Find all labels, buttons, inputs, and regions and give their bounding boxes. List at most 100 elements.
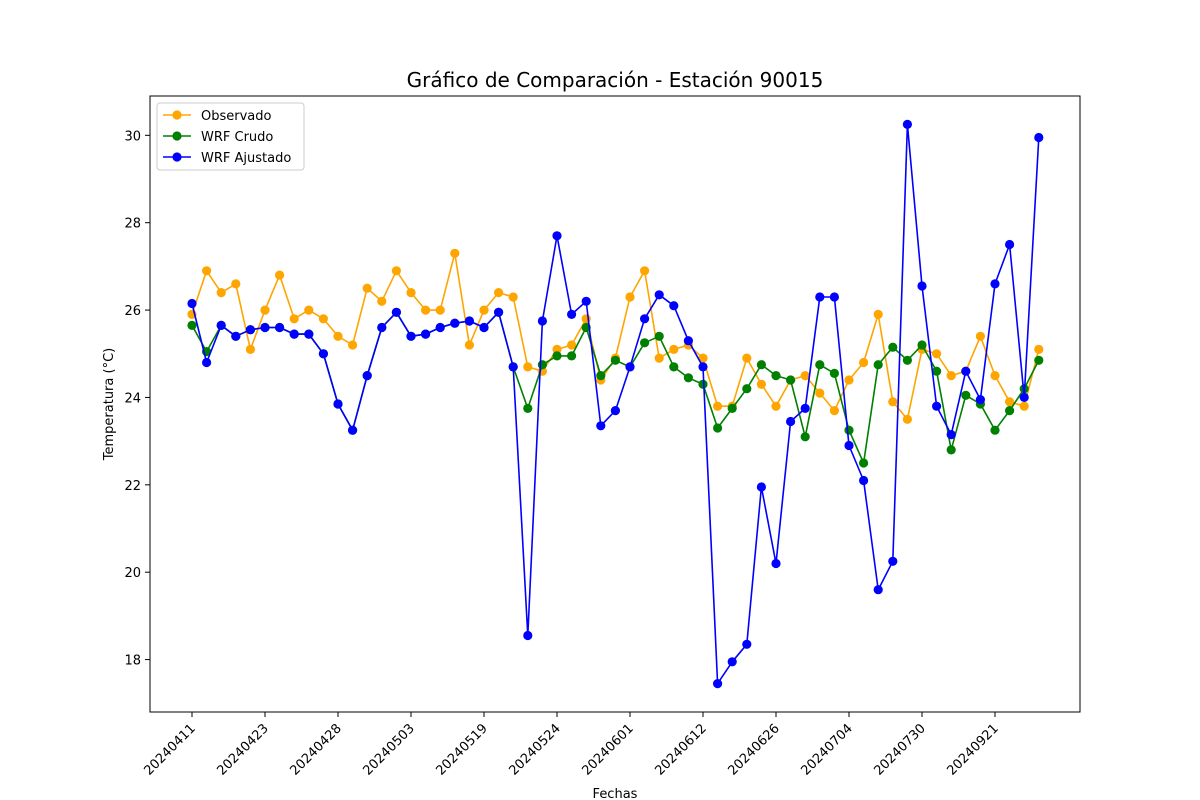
series-observado-point: [1005, 397, 1015, 407]
series-wrf-crudo-point: [654, 331, 664, 341]
series-observado-point: [216, 288, 226, 298]
series-wrf-ajustado-point: [421, 329, 431, 339]
series-observado-point: [1034, 344, 1044, 354]
series-observado-point: [494, 288, 504, 298]
series-observado-point: [275, 270, 285, 280]
series-wrf-crudo-point: [961, 390, 971, 400]
series-observado-point: [771, 401, 781, 411]
series-observado-point: [713, 401, 723, 411]
series-observado-point: [698, 353, 708, 363]
series-wrf-ajustado-point: [742, 639, 752, 649]
series-wrf-crudo-point: [596, 371, 606, 381]
series-wrf-crudo-point: [610, 355, 621, 365]
series-wrf-crudo-point: [567, 351, 577, 361]
series-wrf-ajustado-point: [450, 318, 460, 328]
series-observado-point: [990, 371, 1000, 381]
series-wrf-crudo-point: [698, 379, 708, 389]
series-wrf-ajustado-point: [318, 349, 328, 359]
series-wrf-ajustado-point: [377, 322, 387, 333]
series-wrf-ajustado-point: [932, 401, 942, 411]
legend-marker: [172, 152, 182, 162]
series-observado-point: [508, 292, 518, 302]
series-wrf-ajustado-point: [1005, 239, 1015, 250]
series-wrf-ajustado-point: [537, 316, 548, 326]
series-wrf-ajustado-point: [596, 421, 606, 431]
series-observado-point: [654, 353, 664, 363]
series-wrf-ajustado-point: [815, 292, 825, 302]
series-wrf-crudo-point: [683, 373, 694, 383]
series-wrf-ajustado-point: [304, 329, 314, 339]
series-observado-point: [348, 340, 358, 350]
series-observado-point: [231, 279, 241, 289]
series-observado-point: [859, 357, 869, 368]
y-axis: 18 20 22 24 26 28 30: [124, 129, 150, 669]
series-wrf-crudo-point: [829, 368, 840, 378]
series-wrf-ajustado-point: [523, 630, 533, 641]
series-wrf-ajustado-point: [348, 425, 358, 435]
y-tick-label: 20: [124, 566, 141, 581]
series-wrf-ajustado-point: [231, 331, 241, 341]
series-observado-point: [829, 406, 840, 416]
series-wrf-ajustado-point: [888, 556, 898, 566]
series-observado-point: [946, 371, 956, 381]
series-wrf-ajustado-point: [406, 331, 416, 341]
series-wrf-ajustado-point: [786, 416, 796, 427]
series-wrf-crudo-point: [990, 425, 1000, 435]
series-wrf-ajustado-point: [756, 482, 767, 492]
chart-title: Gráfico de Comparación - Estación 90015: [407, 68, 824, 92]
legend-marker: [172, 131, 182, 141]
series-wrf-crudo-point: [187, 320, 197, 330]
series-wrf-ajustado-point: [873, 585, 883, 595]
series-observado: [187, 248, 1044, 424]
series-observado-point: [260, 305, 270, 315]
series-wrf-ajustado-point: [844, 440, 854, 451]
series-wrf-ajustado-point: [1034, 132, 1044, 143]
series-wrf-ajustado-point: [961, 366, 971, 376]
series-wrf-crudo-point: [756, 360, 767, 370]
series-observado-point: [202, 266, 212, 276]
series-wrf-crudo-point: [1034, 355, 1044, 365]
series-observado-point: [873, 309, 883, 319]
series-wrf-ajustado-point: [362, 371, 372, 381]
series-observado-point: [640, 266, 650, 276]
series-observado-point: [975, 331, 986, 341]
legend-label: WRF Crudo: [201, 130, 273, 145]
legend-item: WRF Crudo: [163, 130, 273, 145]
series-observado-point: [552, 344, 562, 354]
series-wrf-crudo-point: [844, 425, 854, 435]
series-wrf-crudo-point: [552, 351, 562, 361]
series-wrf-ajustado-point: [260, 322, 270, 333]
series-wrf-ajustado-point: [464, 316, 474, 326]
series-wrf-ajustado-point: [216, 320, 226, 330]
series-wrf-crudo-point: [873, 360, 883, 370]
series-observado-point: [406, 288, 416, 298]
series-observado-point: [391, 266, 401, 276]
legend-marker: [172, 110, 182, 120]
series-wrf-ajustado-point: [275, 322, 285, 333]
series-wrf-ajustado-point: [435, 322, 445, 333]
series-wrf-ajustado-point: [187, 298, 197, 309]
legend-label: WRF Ajustado: [201, 151, 291, 166]
series-wrf-ajustado-point: [1019, 392, 1029, 402]
series-wrf-ajustado-point: [508, 362, 518, 372]
series-wrf-crudo-point: [815, 360, 825, 370]
series-wrf-crudo-point: [742, 384, 752, 394]
series-wrf-ajustado: [187, 119, 1044, 689]
series-observado-point: [304, 305, 314, 315]
series-wrf-ajustado-point: [552, 231, 562, 241]
series-wrf-crudo-point: [713, 423, 723, 433]
legend-item: WRF Ajustado: [163, 151, 291, 166]
series-wrf-ajustado-point: [727, 657, 737, 667]
series-wrf-ajustado-point: [669, 301, 679, 311]
series-wrf-crudo-point: [917, 340, 927, 350]
series-observado-point: [669, 344, 679, 354]
series-wrf-ajustado-point: [581, 296, 591, 306]
series-wrf-ajustado-point: [245, 325, 255, 335]
series-wrf-ajustado-point: [946, 430, 956, 440]
plot-frame: [149, 95, 1081, 713]
series-observado-point: [742, 353, 752, 363]
series-observado-point: [888, 397, 898, 407]
series-wrf-crudo-point: [640, 338, 650, 348]
series-wrf-ajustado-point: [902, 119, 913, 129]
